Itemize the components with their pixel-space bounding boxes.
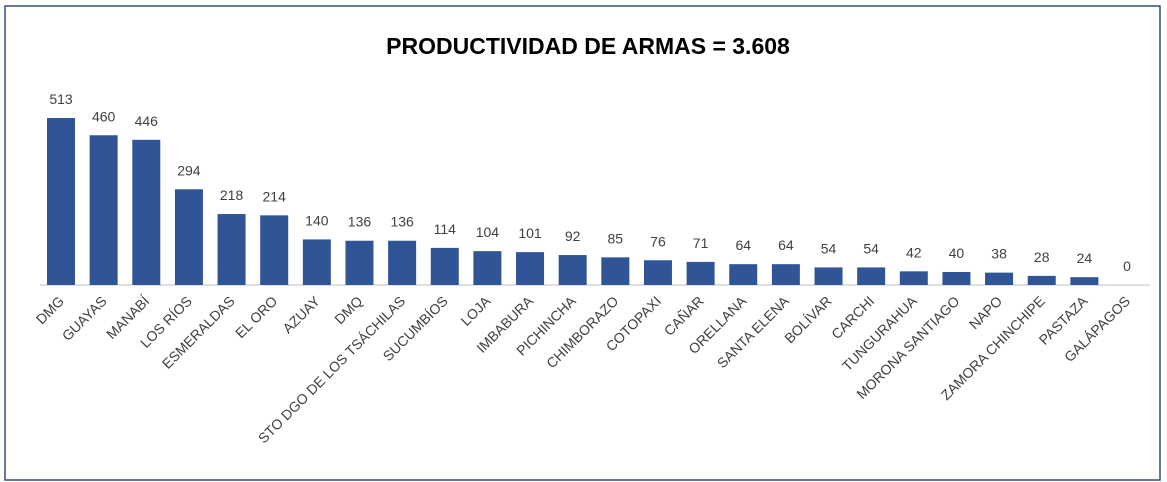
bar bbox=[89, 135, 118, 285]
data-label: 64 bbox=[778, 237, 794, 253]
data-label: 40 bbox=[949, 245, 965, 261]
bar bbox=[814, 267, 843, 285]
bar bbox=[47, 118, 75, 285]
bar bbox=[174, 189, 203, 285]
data-label: 104 bbox=[476, 224, 500, 240]
data-label: 0 bbox=[1123, 258, 1131, 274]
bar bbox=[771, 264, 800, 285]
bar bbox=[985, 272, 1014, 285]
bar bbox=[132, 139, 161, 285]
data-label: 294 bbox=[177, 162, 201, 178]
data-label: 446 bbox=[135, 113, 159, 129]
bar bbox=[942, 271, 971, 285]
data-label: 214 bbox=[263, 188, 287, 204]
data-label: 54 bbox=[821, 240, 837, 256]
data-label: 71 bbox=[693, 235, 709, 251]
bar bbox=[430, 247, 459, 285]
data-label: 42 bbox=[906, 244, 922, 260]
bar bbox=[1070, 277, 1099, 285]
bar bbox=[388, 240, 417, 285]
data-label: 218 bbox=[220, 187, 244, 203]
bar bbox=[345, 240, 374, 285]
bar bbox=[601, 257, 630, 285]
bar bbox=[1027, 275, 1056, 285]
data-label: 140 bbox=[305, 212, 329, 228]
bar bbox=[473, 251, 502, 285]
data-label: 92 bbox=[565, 228, 581, 244]
bar bbox=[643, 260, 672, 285]
data-label: 38 bbox=[991, 246, 1007, 262]
chart-title: PRODUCTIVIDAD DE ARMAS = 3.608 bbox=[386, 33, 790, 59]
data-label: 136 bbox=[348, 214, 372, 230]
data-label: 513 bbox=[49, 91, 73, 107]
bar bbox=[686, 261, 715, 285]
bar bbox=[516, 252, 545, 285]
data-label: 64 bbox=[735, 237, 751, 253]
data-label: 460 bbox=[92, 108, 116, 124]
bar bbox=[302, 239, 331, 285]
bar bbox=[260, 215, 289, 285]
data-label: 54 bbox=[863, 240, 879, 256]
bar bbox=[558, 255, 587, 285]
bar bbox=[899, 271, 928, 285]
data-label: 114 bbox=[434, 221, 457, 237]
bar bbox=[857, 267, 886, 285]
data-label: 85 bbox=[608, 230, 624, 246]
data-label: 101 bbox=[518, 225, 542, 241]
data-label: 136 bbox=[390, 214, 414, 230]
bar bbox=[217, 214, 246, 285]
data-label: 24 bbox=[1077, 250, 1093, 266]
bar bbox=[729, 264, 758, 285]
data-label: 76 bbox=[650, 233, 666, 249]
data-label: 28 bbox=[1034, 249, 1050, 265]
